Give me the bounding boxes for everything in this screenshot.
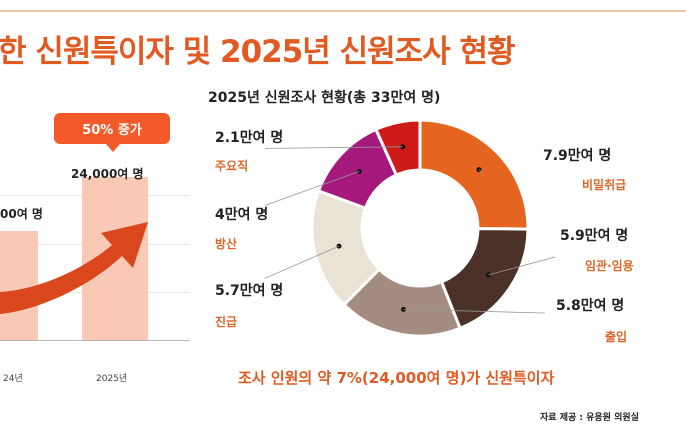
slice-value-label: 5.8만여 명 (556, 298, 625, 314)
donut-slice-1 (418, 118, 530, 231)
increase-callout: 50% 증가 (54, 113, 170, 144)
x-tick-label-2025: 2025년 (96, 374, 128, 384)
slice-category-label: 비밀취급 (582, 178, 627, 192)
x-axis-line (0, 340, 190, 341)
callout-pointer (106, 144, 120, 152)
donut-chart (265, 118, 555, 338)
slice-leader-line (403, 308, 546, 314)
slice-category-label: 주요직 (215, 159, 249, 173)
slice-value-label: 5.9만여 명 (560, 228, 629, 244)
slice-marker-dot (400, 144, 406, 150)
slice-leader-line (265, 245, 340, 279)
source-credit: 자료 제공 : 유용원 의원실 (540, 413, 639, 423)
page-title: 한 신원특이자 및 2025년 신원조사 현황 (0, 34, 516, 70)
slice-value-label: 2.1만여 명 (215, 130, 284, 146)
bar-2024 (0, 231, 38, 340)
slice-leader-line (265, 146, 403, 149)
slice-value-label: 5.7만여 명 (215, 283, 284, 299)
donut-slice-6 (373, 118, 422, 178)
bar-value-label-2024: 00여 명 (0, 207, 43, 221)
slice-leader-line (265, 171, 360, 206)
slice-category-label: 진급 (215, 315, 238, 329)
slice-marker-dot (356, 168, 362, 174)
slice-leader-line (478, 169, 484, 175)
bar-chart: 00여 명 24,000여 명 50% 증가 24년 2025년 (0, 0, 200, 440)
summary-text: 조사 인원의 약 7%(24,000여 명)가 신원특이자 (238, 369, 555, 387)
slice-category-label: 출입 (605, 330, 628, 344)
slice-leader-line (488, 256, 555, 276)
donut-title: 2025년 신원조사 현황(총 33만여 명) (208, 90, 441, 106)
bar-value-label-2025: 24,000여 명 (71, 167, 144, 181)
x-tick-label-2024: 24년 (3, 374, 23, 384)
growth-arrow-icon (0, 222, 148, 314)
slice-value-label: 4만여 명 (215, 207, 269, 223)
slice-value-label: 7.9만여 명 (543, 148, 612, 164)
top-divider (0, 10, 686, 12)
slice-category-label: 임관·임용 (585, 259, 634, 273)
slice-category-label: 방산 (215, 237, 238, 251)
